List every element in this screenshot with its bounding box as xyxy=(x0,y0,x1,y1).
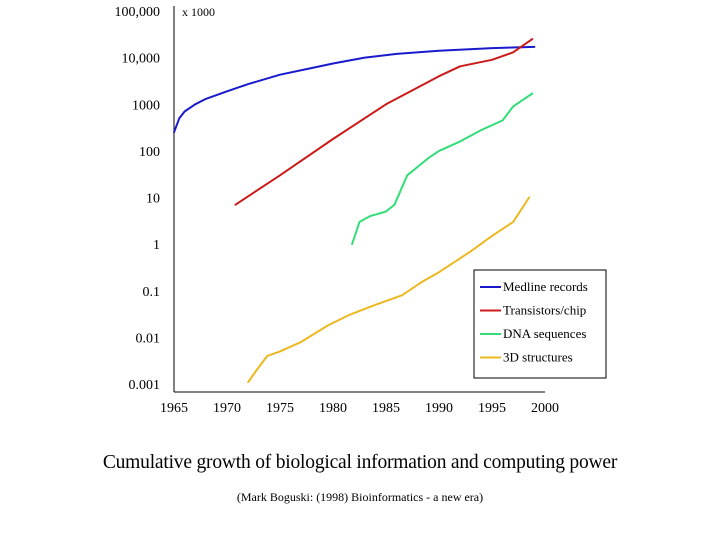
series-line-3d-structures xyxy=(247,196,531,384)
y-tick-label: 10 xyxy=(146,192,160,207)
chart-title: Cumulative growth of biological informat… xyxy=(102,452,618,473)
series-line-dna-sequences xyxy=(351,92,534,246)
legend-entries: Medline records Transistors/chip DNA seque… xyxy=(480,279,588,365)
legend-label: DNA sequences xyxy=(503,326,586,341)
x-tick-label: 1970 xyxy=(213,401,241,416)
series-line-medline-records xyxy=(173,45,536,134)
y-tick-label: 0.1 xyxy=(143,285,161,300)
y-tick-label: 10,000 xyxy=(122,52,161,67)
y-multiplier-label: x 1000 xyxy=(182,5,215,19)
x-tick-label: 1990 xyxy=(425,401,453,416)
series-lines xyxy=(173,38,536,384)
x-tick-label: 1985 xyxy=(372,401,400,416)
y-tick-label: 100,000 xyxy=(115,5,161,20)
series-line-transistors-chip xyxy=(234,38,534,206)
legend: Medline records Transistors/chip DNA seque… xyxy=(473,269,607,379)
x-tick-labels: 1965 1970 1975 1980 1985 1990 1995 2000 xyxy=(160,401,559,416)
y-tick-label: 100 xyxy=(139,145,160,160)
y-tick-label: 1 xyxy=(153,238,160,253)
y-tick-label: 1000 xyxy=(132,98,160,113)
y-tick-label: 0.01 xyxy=(136,331,161,346)
x-tick-label: 1965 xyxy=(160,401,188,416)
chart-subtitle: (Mark Boguski: (1998) Bioinformatics - a… xyxy=(236,490,484,504)
legend-label: Medline records xyxy=(503,279,588,294)
y-tick-label: 0.001 xyxy=(129,378,161,393)
x-tick-label: 1995 xyxy=(478,401,506,416)
x-tick-label: 2000 xyxy=(531,401,559,416)
legend-label: Transistors/chip xyxy=(503,303,586,318)
y-tick-labels: 100,000 10,000 1000 100 10 1 0.1 0.01 0.001 xyxy=(115,5,161,393)
legend-label: 3D structures xyxy=(503,350,573,365)
x-tick-label: 1980 xyxy=(319,401,347,416)
x-tick-label: 1975 xyxy=(266,401,294,416)
